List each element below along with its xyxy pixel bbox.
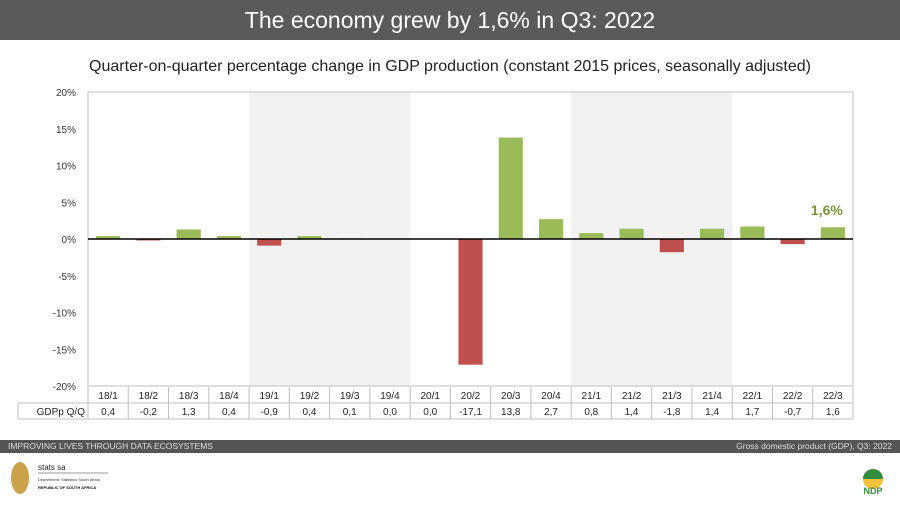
bar-20/3 [498, 137, 523, 239]
x-tick-label: 19/4 [380, 391, 400, 402]
data-label: 0,4 [101, 407, 115, 418]
stats-sa-logo: stats sa Department: Statistics South Af… [11, 462, 108, 494]
bar-20/2 [458, 239, 483, 365]
data-label: -0,7 [784, 407, 802, 418]
x-tick-label: 18/2 [139, 391, 159, 402]
data-label: 1,3 [182, 407, 196, 418]
x-tick-label: 20/4 [541, 391, 561, 402]
bar-21/1 [579, 233, 604, 239]
x-tick-label: 22/1 [743, 391, 763, 402]
slide-title: The economy grew by 1,6% in Q3: 2022 [0, 0, 900, 40]
svg-text:stats sa: stats sa [38, 463, 66, 472]
bar-21/4 [700, 228, 725, 239]
bar-18/4 [216, 236, 241, 239]
data-label: 0,4 [222, 407, 236, 418]
data-label: 1,4 [705, 407, 719, 418]
data-label: -0,2 [140, 407, 158, 418]
x-tick-label: 18/4 [219, 391, 239, 402]
bar-18/3 [176, 229, 201, 239]
x-tick-label: 19/2 [300, 391, 320, 402]
x-tick-label: 22/2 [783, 391, 803, 402]
x-tick-label: 19/3 [340, 391, 360, 402]
bar-21/3 [659, 239, 684, 253]
y-tick-label: 10% [56, 162, 76, 173]
svg-text:NDP: NDP [863, 486, 882, 496]
data-label: -1,8 [663, 407, 681, 418]
data-label: 0,1 [343, 407, 357, 418]
ndp-logo: NDP [863, 469, 883, 496]
bar-21/2 [619, 228, 644, 239]
bar-20/4 [538, 219, 564, 239]
bar-19/1 [257, 239, 282, 246]
bar-19/2 [297, 236, 322, 239]
y-tick-label: -10% [53, 309, 76, 320]
x-tick-label: 20/1 [421, 391, 441, 402]
data-label: 1,7 [745, 407, 759, 418]
y-tick-label: -20% [53, 382, 76, 393]
x-tick-label: 18/3 [179, 391, 199, 402]
bar-22/3 [820, 227, 845, 239]
data-label: 2,7 [544, 407, 558, 418]
gdp-bar-chart: 20% 15% 10% 5% 0% -5% -10% -15% -20% 1,6% GDPp Q/Q… [17, 88, 854, 420]
data-label: 0,4 [302, 407, 316, 418]
svg-text:Department: Statistics South A: Department: Statistics South Africa [38, 477, 101, 482]
bar-18/1 [96, 236, 121, 239]
y-tick-label: -15% [53, 345, 76, 356]
x-tick-label: 21/1 [582, 391, 602, 402]
data-label: -0,9 [261, 407, 279, 418]
data-label: 13,8 [501, 407, 521, 418]
y-tick-label: -5% [58, 272, 76, 283]
x-tick-label: 19/1 [259, 391, 279, 402]
x-tick-label: 20/3 [501, 391, 521, 402]
y-tick-label: 0% [62, 235, 77, 246]
y-tick-label: 5% [62, 198, 77, 209]
x-tick-label: 18/1 [98, 391, 118, 402]
footer-bar: IMPROVING LIVES THROUGH DATA ECOSYSTEMS … [0, 440, 900, 453]
y-tick-label: 15% [56, 125, 76, 136]
data-label: 0,0 [383, 407, 397, 418]
x-tick-label: 22/3 [823, 391, 843, 402]
footer-source: Gross domestic product (GDP), Q3: 2022 [736, 441, 892, 451]
x-tick-label: 21/3 [662, 391, 682, 402]
bar-22/2 [780, 239, 805, 245]
data-label: 0,0 [423, 407, 437, 418]
y-tick-label: 20% [56, 88, 76, 99]
bar-22/1 [740, 226, 765, 239]
data-label: -17,1 [459, 407, 482, 418]
chart-title: Quarter-on-quarter percentage change in … [89, 58, 811, 75]
x-tick-label: 21/4 [702, 391, 722, 402]
x-tick-label: 21/2 [622, 391, 642, 402]
annotation-label: 1,6% [811, 202, 843, 218]
data-label: 1,6 [826, 407, 840, 418]
data-label: 0,8 [584, 407, 598, 418]
x-tick-label: 20/2 [461, 391, 481, 402]
data-label: 1,4 [625, 407, 639, 418]
series-name: GDPp Q/Q [37, 407, 86, 418]
svg-text:REPUBLIC OF SOUTH AFRICA: REPUBLIC OF SOUTH AFRICA [38, 485, 96, 490]
footer-tagline: IMPROVING LIVES THROUGH DATA ECOSYSTEMS [8, 441, 213, 451]
